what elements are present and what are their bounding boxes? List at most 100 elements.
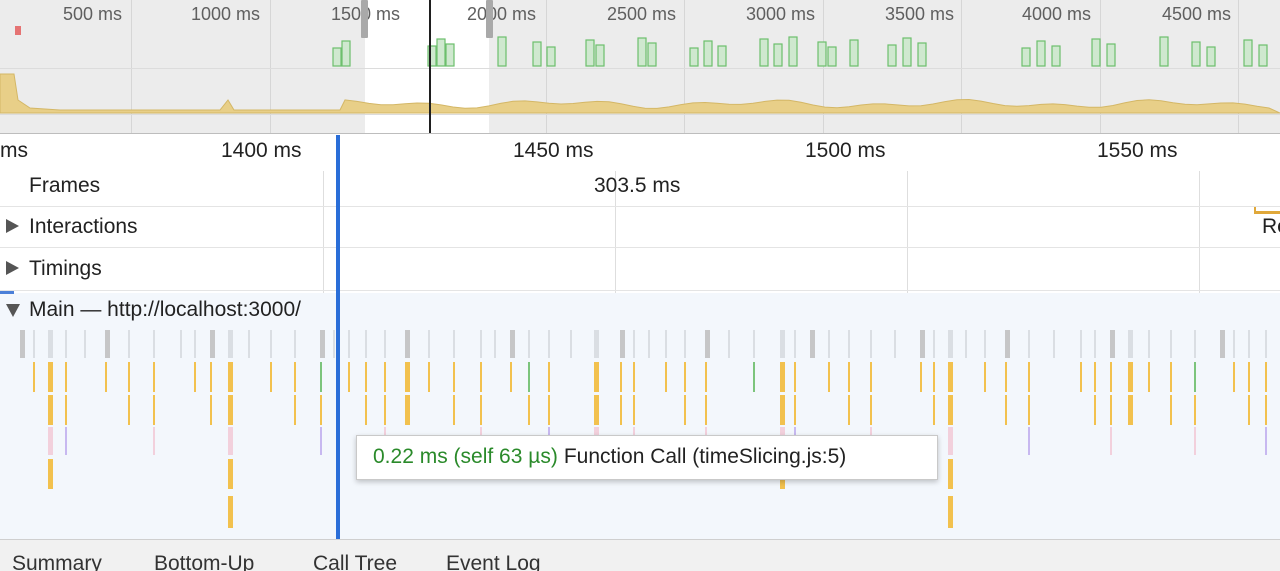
flame-slice xyxy=(965,330,967,358)
flame-slice xyxy=(453,395,455,425)
expand-triangle-icon[interactable] xyxy=(6,219,19,233)
fps-frame-block xyxy=(1159,36,1169,67)
flame-slice xyxy=(528,362,530,392)
fps-frame-block xyxy=(773,43,783,67)
flame-slice xyxy=(1265,330,1267,358)
overview-right-handle[interactable] xyxy=(486,0,493,38)
flame-slice xyxy=(620,362,622,392)
flame-slice xyxy=(128,330,130,358)
flame-slice xyxy=(1265,362,1267,392)
fps-frame-block xyxy=(703,40,713,67)
timings-track[interactable]: Timings xyxy=(0,248,1280,291)
fps-frame-block xyxy=(887,44,897,67)
overview-long-task-marker xyxy=(15,26,21,35)
flame-slice xyxy=(384,330,386,358)
frames-track-title: Frames xyxy=(29,174,101,197)
flame-slice xyxy=(948,459,953,489)
flame-slice xyxy=(510,362,512,392)
flame-slice xyxy=(1233,330,1235,358)
flame-slice xyxy=(65,362,67,392)
fps-frame-block xyxy=(902,37,912,67)
fps-frame-block xyxy=(1191,41,1201,67)
flame-slice xyxy=(428,330,430,358)
flame-slice xyxy=(753,330,755,358)
flame-slice xyxy=(1005,395,1007,425)
flame-slice xyxy=(870,362,872,392)
flame-slice xyxy=(528,330,530,358)
fps-frame-block xyxy=(759,38,769,67)
tab-summary[interactable]: Summary xyxy=(12,552,102,571)
flame-slice xyxy=(210,395,212,425)
selection-marker-line xyxy=(336,135,340,539)
flame-slice xyxy=(365,362,367,392)
flame-slice xyxy=(648,330,650,358)
flame-slice xyxy=(294,362,296,392)
tab-bottom-up[interactable]: Bottom-Up xyxy=(154,552,255,571)
flame-slice xyxy=(933,395,935,425)
flame-slice xyxy=(684,330,686,358)
tab-call-tree[interactable]: Call Tree xyxy=(313,552,398,571)
flame-slice xyxy=(780,395,785,425)
collapse-triangle-icon[interactable] xyxy=(6,304,20,317)
flame-slice xyxy=(570,330,572,358)
main-thread-flame-chart[interactable] xyxy=(0,293,1280,539)
flame-slice xyxy=(105,362,107,392)
flame-slice xyxy=(1220,330,1225,358)
time-ruler[interactable]: ms 1400 ms 1450 ms 1500 ms 1550 ms xyxy=(0,135,1280,171)
flame-slice xyxy=(665,330,667,358)
timings-track-title: Timings xyxy=(29,257,102,280)
flame-slice xyxy=(153,395,155,425)
flame-slice xyxy=(794,395,796,425)
flame-slice xyxy=(1128,330,1133,358)
flame-slice xyxy=(920,362,922,392)
flame-slice xyxy=(20,330,25,358)
flame-slice xyxy=(684,395,686,425)
interaction-marker[interactable] xyxy=(1254,207,1280,214)
overview-tick-label: 2000 ms xyxy=(467,4,537,24)
flame-slice xyxy=(270,330,272,358)
flame-slice xyxy=(1194,362,1196,392)
flame-slice xyxy=(548,362,550,392)
flame-slice xyxy=(194,330,196,358)
flame-slice xyxy=(48,362,53,392)
flame-slice xyxy=(1170,362,1172,392)
flame-slice xyxy=(633,362,635,392)
fps-frame-block xyxy=(595,44,605,67)
flame-slice xyxy=(248,330,250,358)
overview-gridline xyxy=(684,0,685,133)
flame-slice xyxy=(210,330,215,358)
flame-slice xyxy=(810,330,815,358)
tooltip-event-name: Function Call (timeSlicing.js:5) xyxy=(563,445,847,468)
flame-slice xyxy=(405,362,410,392)
fps-frame-block xyxy=(1036,40,1046,67)
flame-slice xyxy=(48,427,53,455)
flame-slice xyxy=(365,395,367,425)
flame-slice xyxy=(228,427,233,455)
flame-slice xyxy=(453,330,455,358)
overview-tick-label: 4000 ms xyxy=(1022,4,1092,24)
flame-slice xyxy=(320,330,325,358)
tab-event-log[interactable]: Event Log xyxy=(446,552,541,571)
timeline-overview[interactable]: 500 ms 1000 ms 1500 ms 2000 ms 2500 ms 3… xyxy=(0,0,1280,134)
flame-slice xyxy=(1265,427,1267,455)
flame-slice xyxy=(320,362,322,392)
flame-slice xyxy=(848,330,850,358)
fps-frame-block xyxy=(817,41,827,67)
flame-slice xyxy=(548,330,550,358)
interactions-track[interactable]: Interactions xyxy=(0,207,1280,248)
flame-slice xyxy=(270,362,272,392)
flame-slice xyxy=(870,395,872,425)
main-track-title: Main — http://localhost:3000/ xyxy=(29,298,301,321)
flame-slice xyxy=(65,330,67,358)
fps-frame-block xyxy=(637,37,647,67)
ruler-label: ms xyxy=(0,139,28,162)
flame-slice xyxy=(405,330,410,358)
expand-triangle-icon[interactable] xyxy=(6,261,19,275)
flame-slice xyxy=(228,459,233,489)
fps-frame-block xyxy=(849,39,859,67)
event-tooltip: 0.22 ms (self 63 µs) Function Call (timeS… xyxy=(356,435,938,480)
fps-frame-block xyxy=(436,38,446,67)
overview-left-handle[interactable] xyxy=(361,0,368,38)
frames-track[interactable]: Frames xyxy=(0,171,1280,207)
interactions-track-title: Interactions xyxy=(29,215,138,238)
